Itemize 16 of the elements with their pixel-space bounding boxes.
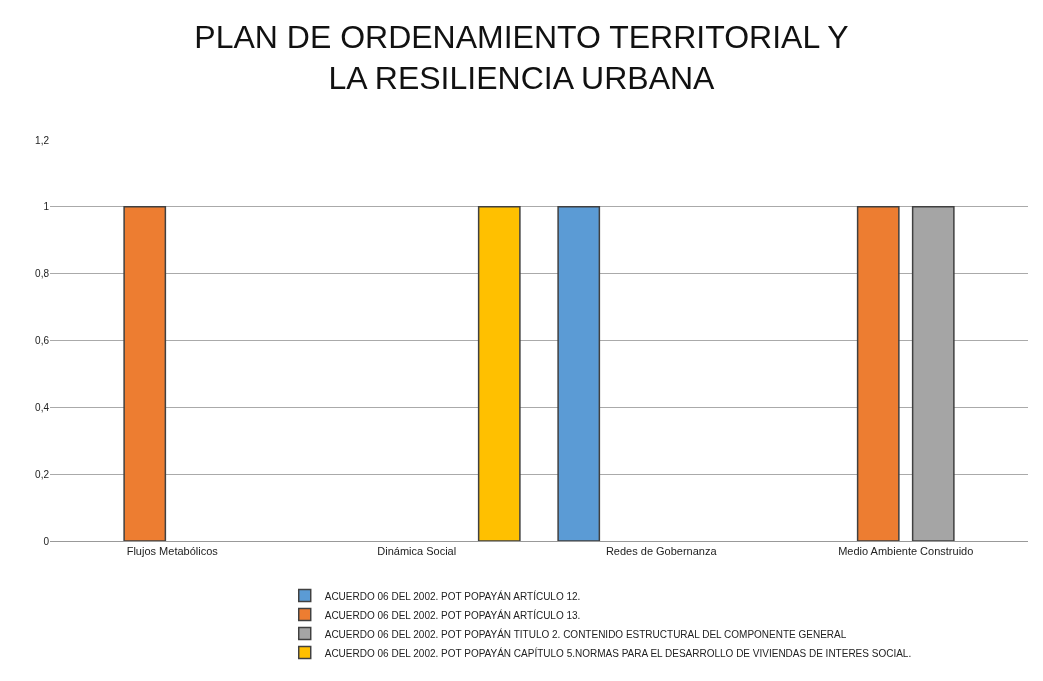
x-tick-label: Redes de Gobernanza <box>605 545 718 558</box>
chart-title: PLAN DE ORDENAMIENTO TERRITORIAL Y LA RESILIENCIA URBANA <box>194 18 849 97</box>
legend-label: ACUERDO 06 DEL 2002. POT POPAYÁN CAPÍTULO 5.NORMAS PARA EL DESARROLLO DE VIVIENDAS DE INTERES SOCIAL. <box>324 646 912 659</box>
x-tick-label: Medio Ambiente Construido <box>838 545 974 558</box>
legend-label: ACUERDO 06 DEL 2002. POT POPAYÁN ARTÍCULO 12. <box>324 589 581 602</box>
y-tick-label: 0 <box>43 535 50 547</box>
y-tick-label: 0,2 <box>35 468 50 480</box>
legend-label: ACUERDO 06 DEL 2002. POT POPAYÁN TITULO 2. CONTENIDO ESTRUCTURAL DEL COMPONENTE GENERAL <box>324 627 847 640</box>
legend-label: ACUERDO 06 DEL 2002. POT POPAYÁN ARTÍCULO 13. <box>324 608 581 621</box>
y-tick-label: 0,8 <box>35 268 50 280</box>
x-tick-label: Dinámica Social <box>377 545 457 558</box>
y-tick-label: 1 <box>43 201 50 213</box>
y-tick-label: 0,6 <box>35 335 50 346</box>
y-tick-label: 0,4 <box>35 401 50 413</box>
x-tick-label: Flujos Metabólicos <box>126 545 219 558</box>
y-tick-label: 1,2 <box>35 134 50 146</box>
